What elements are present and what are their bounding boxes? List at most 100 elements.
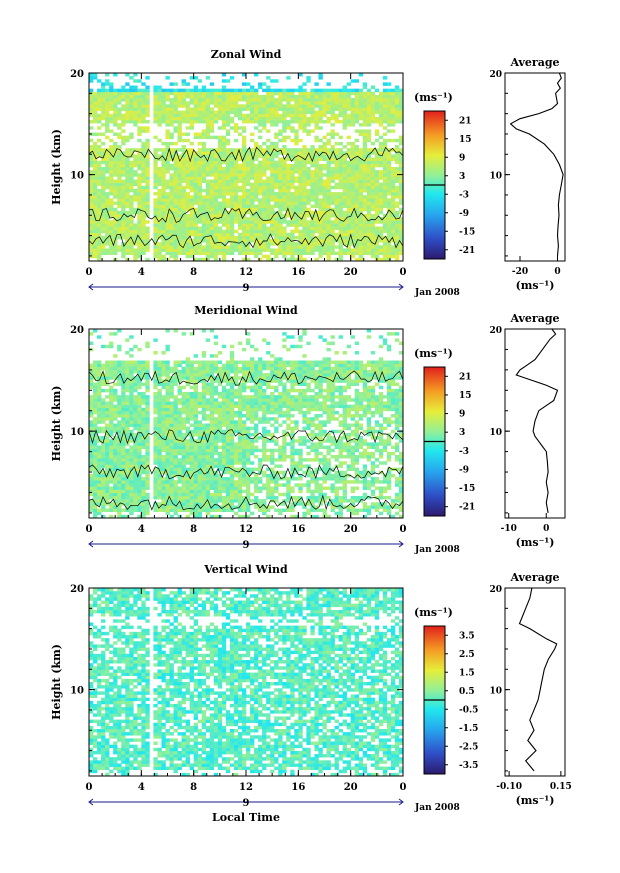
- heatmap-cell: [330, 135, 335, 140]
- heatmap-cell: [165, 502, 170, 506]
- heatmap-cell: [145, 76, 150, 80]
- heatmap-cell: [398, 195, 404, 199]
- heatmap-cell: [326, 195, 331, 199]
- heatmap-cell: [378, 141, 384, 146]
- heatmap-cell: [109, 341, 114, 346]
- heatmap-cell: [266, 76, 271, 80]
- heatmap-cell: [113, 173, 118, 177]
- heatmap-cell: [270, 145, 275, 149]
- heatmap-cell: [217, 110, 223, 115]
- heatmap-cell: [101, 417, 106, 421]
- heatmap-cell: [101, 229, 106, 234]
- heatmap-cell: [117, 214, 122, 218]
- heatmap-cell: [362, 157, 368, 162]
- heatmap-cell: [177, 157, 182, 162]
- heatmap-cell: [89, 505, 94, 509]
- heatmap-cell: [342, 195, 347, 199]
- heatmap-cell: [165, 385, 170, 390]
- heatmap-cell: [378, 116, 384, 121]
- heatmap-cell: [165, 363, 170, 368]
- heatmap-cell: [286, 223, 291, 227]
- heatmap-cell: [302, 167, 307, 171]
- heatmap-cell: [193, 257, 198, 262]
- heatmap-cell: [113, 192, 118, 196]
- heatmap-cell: [282, 239, 287, 243]
- heatmap-cell: [358, 160, 364, 165]
- heatmap-cell: [177, 232, 182, 237]
- heatmap-cell: [310, 195, 315, 199]
- heatmap-cell: [354, 220, 360, 224]
- heatmap-cell: [197, 242, 203, 246]
- heatmap-cell: [93, 442, 98, 446]
- heatmap-cell: [125, 502, 130, 506]
- heatmap-cell: [358, 210, 364, 215]
- heatmap-cell: [346, 251, 351, 256]
- heatmap-cell: [129, 379, 134, 383]
- heatmap-cell: [346, 163, 351, 168]
- heatmap-cell: [161, 207, 166, 212]
- heatmap-cell: [185, 401, 190, 405]
- heatmap-cell: [374, 94, 380, 99]
- heatmap-cell: [165, 198, 170, 202]
- heatmap-cell: [225, 98, 231, 102]
- heatmap-cell: [101, 379, 106, 383]
- heatmap-cell: [322, 251, 327, 256]
- heatmap-cell: [286, 135, 291, 140]
- heatmap-cell: [105, 110, 110, 115]
- heatmap-cell: [97, 167, 102, 171]
- heatmap-cell: [266, 220, 271, 224]
- heatmap-cell: [193, 499, 198, 503]
- heatmap-cell: [370, 179, 376, 183]
- heatmap-cell: [290, 207, 295, 212]
- heatmap-cell: [105, 436, 110, 440]
- heatmap-cell: [133, 170, 138, 174]
- heatmap-cell: [133, 426, 138, 431]
- heatmap-cell: [270, 198, 275, 202]
- heatmap-cell: [390, 223, 396, 227]
- heatmap-cell: [97, 210, 102, 215]
- heatmap-cell: [241, 163, 247, 168]
- heatmap-cell: [217, 210, 223, 215]
- heatmap-cell: [382, 201, 388, 205]
- heatmap-cell: [105, 508, 110, 512]
- heatmap-cell: [362, 104, 368, 108]
- heatmap-cell: [141, 145, 146, 149]
- heatmap-cell: [346, 214, 351, 218]
- heatmap-cell: [225, 251, 231, 256]
- heatmap-cell: [117, 154, 122, 158]
- heatmap-cell: [217, 98, 223, 102]
- heatmap-cell: [213, 135, 219, 140]
- heatmap-cell: [193, 354, 198, 358]
- heatmap-cell: [254, 251, 259, 256]
- heatmap-cell: [193, 470, 198, 475]
- heatmap-cell: [137, 508, 142, 512]
- heatmap-cell: [133, 101, 138, 105]
- heatmap-cell: [314, 160, 319, 165]
- heatmap-cell: [362, 116, 368, 121]
- heatmap-cell: [141, 179, 146, 183]
- heatmap-cell: [302, 94, 307, 99]
- heatmap-cell: [97, 473, 102, 478]
- heatmap-cell: [274, 123, 279, 127]
- heatmap-cell: [217, 229, 223, 234]
- heatmap-cell: [101, 445, 106, 449]
- heatmap-cell: [121, 154, 126, 158]
- heatmap-cell: [290, 151, 295, 155]
- heatmap-cell: [173, 232, 178, 237]
- heatmap-cell: [109, 407, 114, 412]
- heatmap-cell: [153, 182, 158, 187]
- heatmap-cell: [241, 257, 247, 262]
- heatmap-cell: [169, 179, 174, 183]
- heatmap-cell: [342, 94, 347, 99]
- heatmap-cell: [390, 179, 396, 183]
- heatmap-cell: [205, 207, 211, 212]
- heatmap-cell: [181, 442, 186, 446]
- heatmap-cell: [298, 113, 303, 118]
- heatmap-cell: [97, 138, 102, 143]
- heatmap-cell: [157, 113, 162, 118]
- heatmap-cell: [169, 502, 174, 506]
- heatmap-cell: [129, 335, 134, 339]
- heatmap-cell: [209, 201, 215, 205]
- heatmap-cell: [113, 376, 118, 380]
- heatmap-cell: [302, 229, 307, 234]
